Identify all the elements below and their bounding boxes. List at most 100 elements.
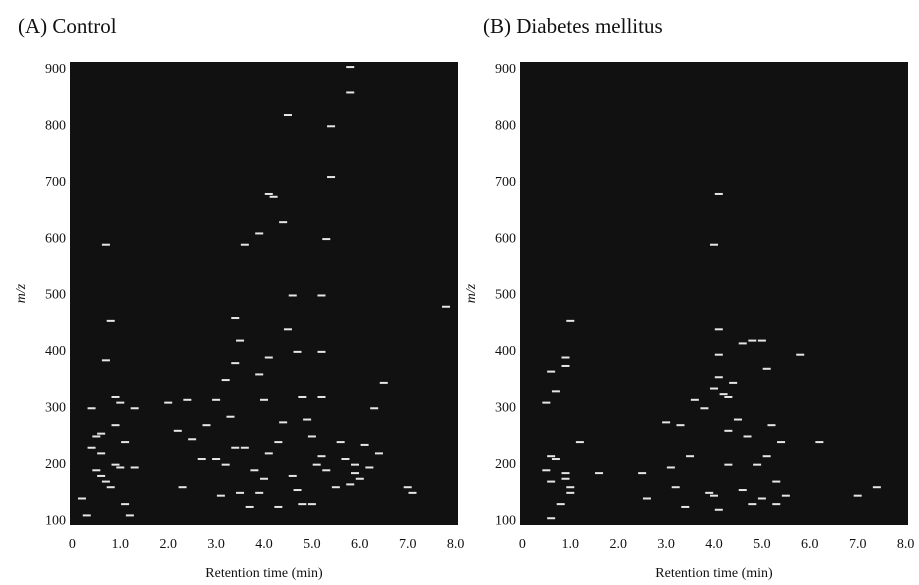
y-tick-label: 700 (495, 175, 516, 190)
dash (269, 195, 278, 198)
dash (317, 455, 326, 458)
y-tick-label: 200 (45, 457, 66, 472)
y-axis-label: m/z (464, 283, 479, 303)
dash (101, 480, 110, 483)
dash (374, 452, 383, 455)
x-tick-label: 4.0 (705, 537, 723, 552)
dash (738, 342, 747, 345)
dash (92, 435, 101, 438)
dash (106, 319, 115, 322)
y-tick-label: 500 (495, 288, 516, 303)
dash (561, 364, 570, 367)
dash (442, 305, 451, 308)
dash (101, 243, 110, 246)
x-tick-label: 7.0 (849, 537, 867, 552)
dash (772, 480, 781, 483)
dash (714, 353, 723, 356)
dash (317, 294, 326, 297)
dash (231, 317, 240, 320)
dash (638, 472, 647, 475)
dash (767, 424, 776, 427)
dash (307, 503, 316, 506)
dash (714, 508, 723, 511)
dash (575, 441, 584, 444)
dash (360, 443, 369, 446)
x-tick-label: 6.0 (351, 537, 369, 552)
dash (724, 463, 733, 466)
y-tick-label: 400 (495, 344, 516, 359)
dash (274, 505, 283, 508)
dash (705, 491, 714, 494)
dash (279, 421, 288, 424)
dash (255, 232, 264, 235)
chart-title: (B) Diabetes mellitus (483, 14, 663, 38)
y-axis-label: m/z (14, 283, 29, 303)
dash (370, 407, 379, 410)
dash (762, 367, 771, 370)
dash (87, 407, 96, 410)
dash (547, 455, 556, 458)
y-tick-label: 200 (495, 457, 516, 472)
dash (561, 472, 570, 475)
y-tick-label: 300 (495, 400, 516, 415)
x-tick-label: 3.0 (207, 537, 225, 552)
dash (355, 477, 364, 480)
dash (690, 398, 699, 401)
dash (264, 452, 273, 455)
dash (547, 370, 556, 373)
dash (743, 435, 752, 438)
dash (260, 477, 268, 480)
x-axis-label: Retention time (min) (205, 566, 323, 581)
y-tick-label: 400 (45, 344, 66, 359)
dash (346, 91, 355, 94)
dash (130, 466, 139, 469)
dash (365, 466, 374, 469)
dash (346, 66, 355, 69)
dash (547, 480, 556, 483)
dash (408, 491, 417, 494)
dash (346, 483, 355, 486)
dash (82, 514, 91, 517)
y-tick-label: 600 (495, 231, 516, 246)
dash (130, 407, 139, 410)
dash (757, 339, 766, 342)
y-tick-label: 100 (45, 513, 66, 528)
dash (250, 469, 259, 472)
dash (662, 421, 671, 424)
dash (111, 463, 120, 466)
dash (255, 373, 264, 376)
dash (772, 503, 781, 506)
chart-title: (A) Control (18, 14, 117, 38)
dash (231, 362, 240, 365)
dash (87, 446, 96, 449)
dash (714, 376, 723, 379)
dash (236, 491, 245, 494)
dash (872, 486, 881, 489)
dash (212, 458, 221, 461)
dash (556, 503, 565, 506)
dash (111, 395, 120, 398)
dash (283, 114, 292, 117)
dash (642, 497, 651, 500)
dash (121, 441, 130, 444)
dash (212, 398, 221, 401)
dash (748, 339, 757, 342)
dash (240, 446, 249, 449)
dash (551, 390, 560, 393)
dash (542, 401, 551, 404)
dash (202, 424, 211, 427)
dash (748, 503, 757, 506)
y-tick-label: 100 (495, 513, 516, 528)
dash (379, 381, 388, 384)
dash (77, 497, 86, 500)
dash (97, 452, 106, 455)
dash (283, 328, 292, 331)
dash (331, 486, 340, 489)
dash (762, 455, 771, 458)
x-tick-label: 2.0 (609, 537, 627, 552)
dash (307, 435, 316, 438)
dash (681, 505, 690, 508)
dash (341, 458, 350, 461)
dash (710, 243, 718, 246)
